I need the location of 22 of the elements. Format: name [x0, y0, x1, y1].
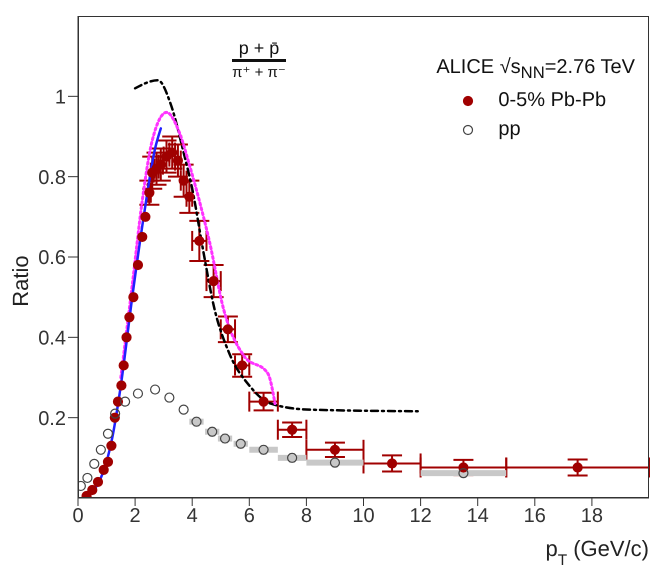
- annotation: p + p̄: [238, 38, 280, 59]
- x-tick-label: 4: [186, 505, 198, 528]
- legend-label: 0-5% Pb-Pb: [498, 89, 606, 112]
- legend-title: ALICE √s$_{NN}$=2.76 TeV: [436, 56, 635, 83]
- x-tick-label: 14: [466, 505, 489, 528]
- annotation: π⁺ + π⁻: [232, 59, 286, 81]
- y-tick-label: 1: [54, 86, 66, 108]
- x-tick-label: 6: [244, 505, 255, 528]
- x-tick-label: 2: [130, 505, 141, 528]
- legend-label: pp: [498, 118, 521, 141]
- y-tick-label: 0.4: [38, 327, 66, 350]
- x-tick-label: 8: [300, 505, 312, 528]
- x-tick-label: 0: [72, 505, 84, 528]
- x-tick-label: 16: [524, 505, 546, 528]
- y-tick-label: 0.8: [38, 166, 66, 189]
- x-tick-label: 12: [409, 505, 432, 528]
- x-axis-title: p$_{T}$ (GeV/c): [545, 536, 649, 568]
- y-axis-title: Ratio: [8, 255, 33, 307]
- x-tick-label: 10: [352, 505, 375, 528]
- y-tick-label: 0.6: [38, 247, 66, 270]
- y-tick-label: 0.2: [38, 408, 66, 430]
- x-tick-label: 18: [580, 505, 604, 528]
